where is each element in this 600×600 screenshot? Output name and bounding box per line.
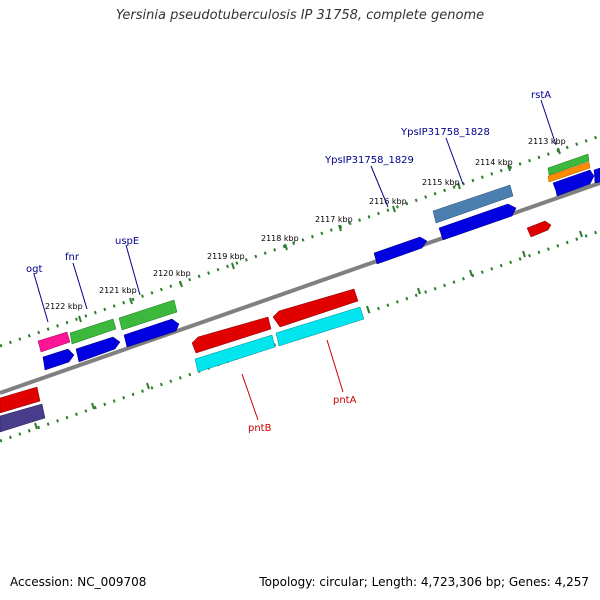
scale-label: 2121 kbp xyxy=(99,286,137,295)
genome-stats-label: Topology: circular; Length: 4,723,306 bp… xyxy=(259,575,589,589)
feature-steelblue xyxy=(432,184,514,224)
feature-cyan xyxy=(275,306,365,347)
accession-label: Accession: NC_009708 xyxy=(10,575,147,589)
scale-label: 2114 kbp xyxy=(475,158,513,167)
outer-major-ticks xyxy=(78,147,561,323)
feature-blue xyxy=(123,318,180,348)
feature-blue xyxy=(552,169,595,197)
feature-red xyxy=(0,386,41,414)
feature-blue xyxy=(438,203,517,241)
gene-label-uspE: uspE xyxy=(115,236,139,247)
feature-blue xyxy=(373,236,428,265)
feature-slate xyxy=(0,403,46,433)
feature-green xyxy=(69,318,117,345)
scale-label: 2116 kbp xyxy=(369,197,407,206)
feature-blue xyxy=(75,336,121,363)
forward-features xyxy=(37,153,600,371)
feature-blue xyxy=(593,167,600,184)
feature-pink xyxy=(37,331,71,353)
feature-red xyxy=(526,220,552,238)
gene-label-pntB: pntB xyxy=(248,423,272,434)
label-connectors xyxy=(33,99,557,421)
scale-label: 2115 kbp xyxy=(422,178,460,187)
gene-label-rstA: rstA xyxy=(531,90,551,101)
gene-label-ogt: ogt xyxy=(26,264,42,275)
feature-red xyxy=(272,288,359,328)
scale-label: 2119 kbp xyxy=(207,252,245,261)
scale-label: 2120 kbp xyxy=(153,269,191,278)
scale-label: 2113 kbp xyxy=(528,137,566,146)
feature-blue xyxy=(42,348,75,371)
feature-cyan xyxy=(194,334,276,373)
gene-label-ypsip31758-1828: YpsIP31758_1828 xyxy=(400,127,490,138)
feature-red xyxy=(191,316,272,354)
scale-label: 2118 kbp xyxy=(261,234,299,243)
map-title: Yersinia pseudotuberculosis IP 31758, co… xyxy=(115,8,485,23)
scale-label: 2117 kbp xyxy=(315,215,353,224)
feature-orange xyxy=(547,161,591,183)
scale-label: 2122 kbp xyxy=(45,302,83,311)
gene-label-fnr: fnr xyxy=(65,252,80,263)
feature-green xyxy=(547,153,590,176)
feature-green xyxy=(118,299,178,331)
gene-label-pntA: pntA xyxy=(333,395,357,406)
reverse-features xyxy=(0,288,365,433)
gene-label-ypsip31758-1829: YpsIP31758_1829 xyxy=(324,155,414,166)
